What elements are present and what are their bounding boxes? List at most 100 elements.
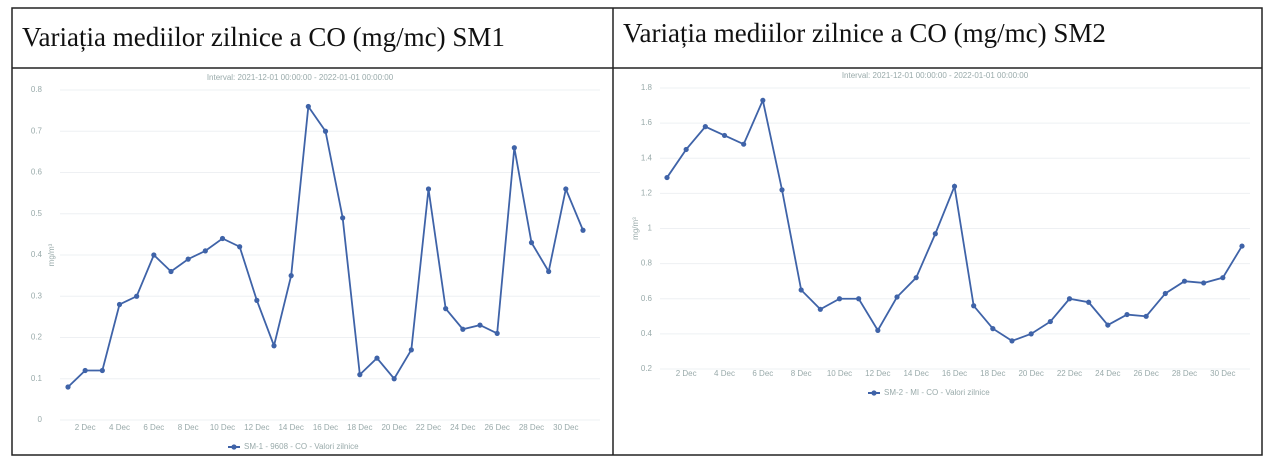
data-point <box>913 275 919 281</box>
data-point <box>1105 322 1111 328</box>
data-point <box>322 128 329 134</box>
data-point <box>254 297 260 303</box>
data-point <box>932 231 938 237</box>
x-tick-label: 30 Dec <box>553 423 578 432</box>
y-tick-label: 0.8 <box>641 259 653 268</box>
legend-label: SM-2 - MI - CO - Valori zilnice <box>884 388 990 397</box>
y-tick-label: 1 <box>648 224 653 233</box>
data-point <box>971 303 977 309</box>
y-tick-label: 1.4 <box>641 153 653 162</box>
y-tick-label: 0.7 <box>31 126 43 135</box>
data-point <box>875 327 881 333</box>
x-tick-label: 22 Dec <box>416 423 441 432</box>
y-tick-label: 0.4 <box>31 250 43 259</box>
x-tick-label: 18 Dec <box>980 369 1005 378</box>
data-point <box>1181 278 1188 284</box>
chart-title: Variația mediilor zilnice a CO (mg/mc) S… <box>22 22 505 52</box>
data-point <box>1220 275 1226 281</box>
y-tick-label: 0.2 <box>31 333 43 342</box>
data-point <box>1086 299 1092 305</box>
data-point <box>721 132 728 139</box>
x-tick-label: 28 Dec <box>519 423 544 432</box>
data-point <box>528 240 535 246</box>
data-point <box>856 296 862 302</box>
data-point <box>683 146 689 153</box>
data-point <box>1028 331 1034 337</box>
data-point <box>168 268 174 275</box>
data-point <box>1143 313 1149 319</box>
legend-label: SM-1 - 9608 - CO - Valori zilnice <box>244 442 359 451</box>
y-tick-label: 0.8 <box>31 85 43 94</box>
data-point <box>836 296 843 302</box>
data-point <box>664 174 670 181</box>
data-point <box>1047 318 1053 325</box>
series-line <box>666 97 1243 342</box>
y-axis-label: mg/m³ <box>47 243 56 266</box>
y-tick-label: 0.4 <box>641 329 653 338</box>
x-tick-label: 10 Dec <box>210 423 235 432</box>
series-line <box>67 103 584 388</box>
y-tick-label: 1.2 <box>641 188 653 197</box>
x-tick-label: 20 Dec <box>381 423 406 432</box>
data-point <box>817 306 823 312</box>
y-tick-label: 0.6 <box>31 168 43 177</box>
y-tick-label: 0 <box>38 415 43 424</box>
y-tick-label: 0.6 <box>641 294 653 303</box>
data-point <box>151 252 157 258</box>
data-point <box>779 187 785 193</box>
x-tick-label: 4 Dec <box>714 369 735 378</box>
x-tick-label: 30 Dec <box>1210 369 1235 378</box>
data-point <box>116 301 123 308</box>
x-tick-label: 14 Dec <box>278 423 303 432</box>
data-point <box>741 141 747 147</box>
x-tick-label: 12 Dec <box>865 369 890 378</box>
x-tick-label: 16 Dec <box>942 369 967 378</box>
data-point <box>357 372 363 378</box>
data-point <box>460 326 466 332</box>
data-point <box>990 326 996 332</box>
chart-subtitle: Interval: 2021-12-01 00:00:00 - 2022-01-… <box>207 73 394 82</box>
y-tick-label: 0.3 <box>31 291 43 300</box>
data-point <box>1162 290 1168 297</box>
data-point <box>477 322 483 328</box>
x-tick-label: 2 Dec <box>676 369 697 378</box>
data-point <box>894 294 900 300</box>
data-point <box>702 124 708 130</box>
data-point <box>443 306 449 312</box>
table-border <box>11 7 1263 456</box>
data-point <box>391 376 397 382</box>
y-tick-label: 0.1 <box>31 374 43 383</box>
data-point <box>65 384 71 390</box>
x-tick-label: 4 Dec <box>109 423 130 432</box>
x-tick-label: 2 Dec <box>75 423 96 432</box>
y-tick-label: 1.6 <box>641 118 653 127</box>
y-tick-label: 0.5 <box>31 209 43 218</box>
legend-marker <box>231 444 237 450</box>
x-tick-label: 18 Dec <box>347 423 372 432</box>
data-point <box>951 183 958 189</box>
data-point <box>185 256 191 262</box>
x-tick-label: 14 Dec <box>903 369 928 378</box>
x-tick-label: 20 Dec <box>1018 369 1043 378</box>
x-tick-label: 8 Dec <box>178 423 199 432</box>
x-tick-label: 24 Dec <box>450 423 475 432</box>
data-point <box>580 227 586 233</box>
chart-title: Variația mediilor zilnice a CO (mg/mc) S… <box>623 18 1106 48</box>
x-tick-label: 6 Dec <box>752 369 773 378</box>
data-point <box>563 186 569 192</box>
x-tick-label: 12 Dec <box>244 423 269 432</box>
data-point <box>82 367 88 374</box>
x-tick-label: 10 Dec <box>827 369 852 378</box>
x-tick-label: 8 Dec <box>791 369 812 378</box>
data-point <box>134 293 140 299</box>
data-point <box>99 367 105 374</box>
data-point <box>305 103 311 110</box>
data-point <box>494 330 500 336</box>
y-axis-label: mg/m³ <box>631 217 640 240</box>
data-point <box>408 347 414 353</box>
y-tick-label: 0.2 <box>641 364 653 373</box>
data-point <box>1066 296 1073 302</box>
data-point <box>760 97 766 103</box>
data-point <box>1239 243 1245 249</box>
